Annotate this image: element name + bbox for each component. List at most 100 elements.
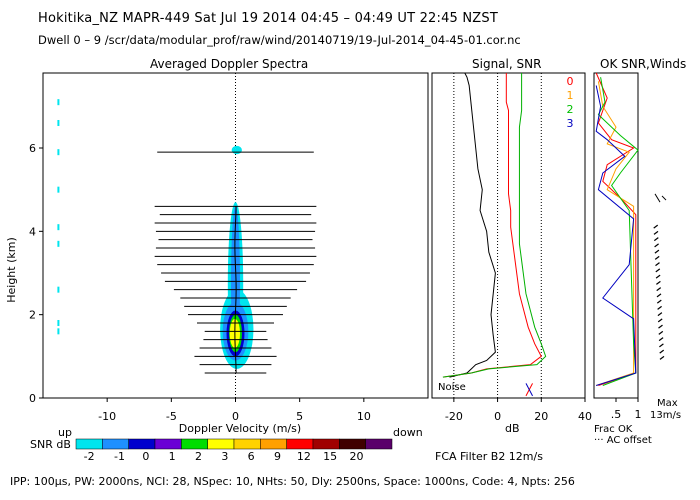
colorbar-tick-label: 6 [248,450,255,463]
y-tick-label: 2 [29,309,36,322]
ok-series-line [595,72,637,386]
colorbar-swatch [154,438,182,450]
y-tick-label: 6 [29,142,36,155]
ac-offset-label: ··· AC offset [594,435,652,446]
signal-series-line [442,73,542,378]
signal-x-tick-label: 20 [534,410,548,423]
ok-legend-label: 2 [567,103,574,116]
colorbar-swatch [339,438,366,450]
snr-region [231,145,242,155]
colorbar-tick-label: 1 [169,450,176,463]
colorbar-tick-label: 2 [195,450,202,463]
clutter-speck [57,120,60,126]
fca-filter: FCA Filter B2 12m/s [435,450,543,463]
ok-x-tick-label: .5 [611,408,622,421]
clutter-speck [57,224,60,231]
wind-barb [654,243,659,248]
x-tick-label: -5 [166,410,177,423]
x-tick-label: -10 [98,410,116,423]
noise-label: Noise [438,382,466,393]
ok-legend-label: 0 [567,75,574,88]
colorbar-tick-label: -1 [114,450,125,463]
clutter-speck [57,99,60,106]
wind-barb [653,224,659,229]
spectra-title: Averaged Doppler Spectra [150,57,309,71]
ok-xlabel: Frac OK [594,424,633,435]
noise-marker [525,383,533,397]
colorbar-swatch [233,438,261,450]
wind-barb [658,324,663,329]
colorbar-label: SNR dB [30,438,71,451]
wind-barb [654,255,660,260]
clutter-speck [57,186,60,193]
footer-params: IPP: 100µs, PW: 2000ns, NCI: 28, NSpec: … [10,475,575,488]
colorbar-tick-label: 0 [142,450,149,463]
colorbar-tick-label: -2 [84,450,95,463]
clutter-speck [57,320,60,326]
x-tick-label: 5 [296,410,303,423]
colorbar-swatch [286,438,314,450]
max-value: 13m/s [650,410,681,421]
colorbar-swatch [207,438,235,450]
signal-x-tick-label: 0 [494,410,501,423]
mean-velocity-trace [234,206,237,374]
x-axis-label: Doppler Velocity (m/s) [179,422,301,435]
wind-barb [653,237,659,242]
wind-barb [655,268,661,273]
wind-barb [656,280,661,285]
up-label: up [58,426,72,439]
snr-colorbar: -2 -1 0 1 2 3 6 9 12 15 20 [75,438,393,463]
ok-series-line [596,81,635,386]
wind-barb [655,262,660,267]
clutter-speck [57,286,60,293]
wind-barb [656,287,662,292]
wind-barb [658,337,664,342]
max-label: Max [657,398,678,409]
y-tick-label: 4 [29,225,36,238]
clutter-speck [57,149,60,156]
signal-frame [431,72,586,399]
wind-barb [659,343,664,348]
wind-barb [654,193,661,203]
colorbar-tick-label: 3 [221,450,228,463]
colorbar-swatch [181,438,208,450]
clutter-speck [57,240,60,247]
ok-frame [593,72,639,399]
signal-x-tick-label: -20 [445,410,463,423]
wind-barb [657,312,663,317]
ok-legend-label: 3 [567,117,574,130]
x-tick-label: 0 [232,410,239,423]
wind-barb [656,299,662,304]
colorbar-tick-label: 9 [274,450,281,463]
ok-series-line [595,85,637,386]
signal-title: Signal, SNR [472,57,542,71]
colorbar-swatch [260,438,287,450]
colorbar-tick-label: 20 [350,450,364,463]
clutter-speck [57,328,60,335]
ok-x-tick-label: 1 [635,408,642,421]
signal-x-tick-label: 40 [578,410,592,423]
colorbar-swatch [75,438,103,450]
colorbar-tick-label: 15 [323,450,337,463]
header-title: Hokitika_NZ MAPR-449 Sat Jul 19 2014 04:… [38,11,498,26]
colorbar-swatch [128,438,156,450]
ok-series-line [597,77,639,386]
wind-barb [658,330,664,335]
wind-barb [657,305,662,310]
wind-barb [657,318,663,323]
down-label: down [393,426,423,439]
signal-series-line [449,72,496,378]
colorbar-swatch [312,438,340,450]
colorbar-tick-label: 12 [297,450,311,463]
wind-barb [659,355,665,360]
x-tick-label: 10 [357,410,371,423]
wind-barb [656,293,662,298]
wind-barb [653,230,659,235]
wind-barb [654,249,660,254]
spectra-panel: -10 -5 0 5 10 0 2 4 6 [29,72,429,423]
wind-barb [661,195,667,201]
y-axis-label: Height (km) [5,237,18,303]
